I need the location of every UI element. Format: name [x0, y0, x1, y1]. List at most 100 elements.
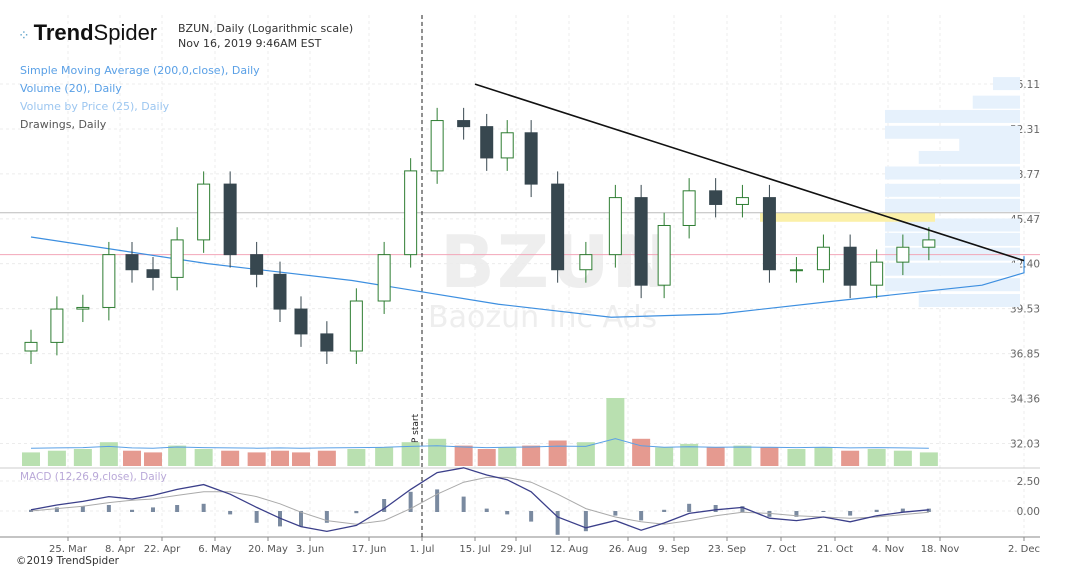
macd-signal-line	[30, 476, 929, 525]
x-tick-label: 12. Aug	[550, 544, 589, 555]
x-tick-label: 17. Jun	[352, 544, 387, 555]
volume-bar	[47, 450, 66, 466]
volume-bar	[632, 438, 651, 466]
volume-bar	[271, 450, 289, 466]
candle-body	[102, 254, 116, 308]
x-tick-label: 2. Dec	[1008, 544, 1040, 555]
volume-bar	[347, 449, 366, 466]
candle-body	[524, 132, 538, 185]
candle-body	[377, 254, 391, 302]
macd-histogram-bar	[639, 511, 644, 521]
candle-body	[896, 246, 910, 263]
volume-bar	[401, 442, 420, 466]
macd-histogram-bar	[874, 509, 879, 512]
volume-bar	[428, 438, 447, 466]
price-tick-label: 36.85	[1010, 349, 1040, 361]
vbp-bar	[959, 138, 1020, 152]
chart-title: BZUN, Daily (Logarithmic scale)	[178, 22, 354, 35]
macd-histogram-bar	[254, 511, 259, 523]
legend-drawings[interactable]: Drawings, Daily	[20, 118, 107, 131]
macd-histogram-bar	[106, 505, 111, 512]
x-tick-label: 1. Jul	[410, 544, 435, 555]
legend-sma[interactable]: Simple Moving Average (200,0,close), Dai…	[20, 64, 260, 77]
macd-tick-label: 0.00	[1017, 506, 1040, 518]
candle-body	[430, 120, 444, 172]
candle-body	[294, 308, 308, 335]
macd-histogram-bar	[484, 508, 489, 512]
x-tick-label: 22. Apr	[144, 544, 181, 555]
vbp-bar	[918, 150, 1020, 164]
macd-histogram-bar	[662, 509, 667, 512]
x-tick-label: 4. Nov	[872, 544, 904, 555]
volume-bar	[22, 452, 40, 466]
volume-bar	[706, 447, 725, 466]
vbp-bar	[885, 109, 1020, 123]
vbp-start-label: VbP start	[411, 413, 421, 455]
volume-bar	[760, 447, 779, 466]
volume-bar	[73, 449, 92, 466]
legend-volume[interactable]: Volume (20), Daily	[20, 82, 122, 95]
candle-body	[922, 239, 936, 248]
candle-body	[404, 170, 418, 256]
macd-histogram-bar	[201, 503, 206, 512]
volume-bar	[655, 447, 674, 466]
vbp-bar	[918, 294, 1020, 308]
macd-histogram-bar	[354, 511, 359, 514]
volume-bar	[787, 449, 806, 466]
volume-bar	[522, 445, 541, 466]
macd-histogram-bar	[555, 511, 560, 535]
macd-histogram-bar	[583, 511, 588, 532]
x-tick-label: 8. Apr	[105, 544, 136, 555]
vbp-bar	[885, 262, 1020, 276]
x-tick-label: 25. Mar	[49, 544, 88, 555]
volume-bar	[194, 449, 213, 466]
trendspider-logo: ⁘ TrendSpider	[18, 20, 157, 46]
volume-bar	[606, 398, 625, 466]
macd-label[interactable]: MACD (12,26,9,close), Daily	[20, 471, 167, 483]
macd-histogram-bar	[900, 508, 905, 512]
volume-bar	[733, 445, 752, 466]
candle-body	[634, 197, 648, 286]
volume-bar	[576, 442, 595, 466]
legend-vbp[interactable]: Volume by Price (25), Daily	[20, 100, 170, 113]
highlight-zone	[760, 212, 935, 222]
macd-histogram-bar	[613, 511, 618, 516]
volume-bar	[454, 445, 473, 466]
macd-histogram-bar	[821, 511, 826, 512]
macd-histogram-bar	[54, 507, 59, 512]
macd-histogram-bar	[324, 511, 329, 523]
volume-bar	[680, 443, 699, 466]
macd-histogram-bar	[794, 511, 799, 517]
chart-timestamp: Nov 16, 2019 9:46AM EST	[178, 37, 322, 50]
price-tick-label: 34.36	[1010, 393, 1040, 405]
x-tick-label: 21. Oct	[817, 544, 853, 555]
candle-body	[24, 341, 38, 352]
volume-bar	[867, 449, 886, 466]
candle-body	[76, 306, 90, 310]
volume-ma-line	[30, 438, 929, 449]
candle-body	[170, 239, 184, 278]
volume-bar	[477, 449, 496, 466]
vbp-bar	[885, 183, 1020, 197]
volume-bar	[841, 450, 860, 466]
x-tick-label: 18. Nov	[921, 544, 960, 555]
macd-histogram-bar	[687, 503, 692, 512]
x-tick-label: 20. May	[248, 544, 288, 555]
candle-body	[789, 269, 803, 272]
volume-bar	[123, 450, 141, 466]
candle-body	[197, 183, 211, 241]
macd-histogram-bar	[435, 489, 440, 512]
candle-body	[843, 246, 857, 286]
macd-histogram-bar	[228, 511, 233, 515]
spider-icon: ⁘	[18, 27, 34, 43]
volume-bar	[221, 450, 240, 466]
volume-bar	[317, 450, 336, 466]
macd-histogram-bar	[529, 511, 534, 522]
candle-body	[223, 183, 237, 256]
candle-body	[480, 126, 494, 159]
candle-body	[608, 197, 622, 256]
macd-histogram-bar	[408, 491, 413, 512]
vbp-bar	[885, 198, 1020, 212]
candle-body	[735, 197, 749, 205]
